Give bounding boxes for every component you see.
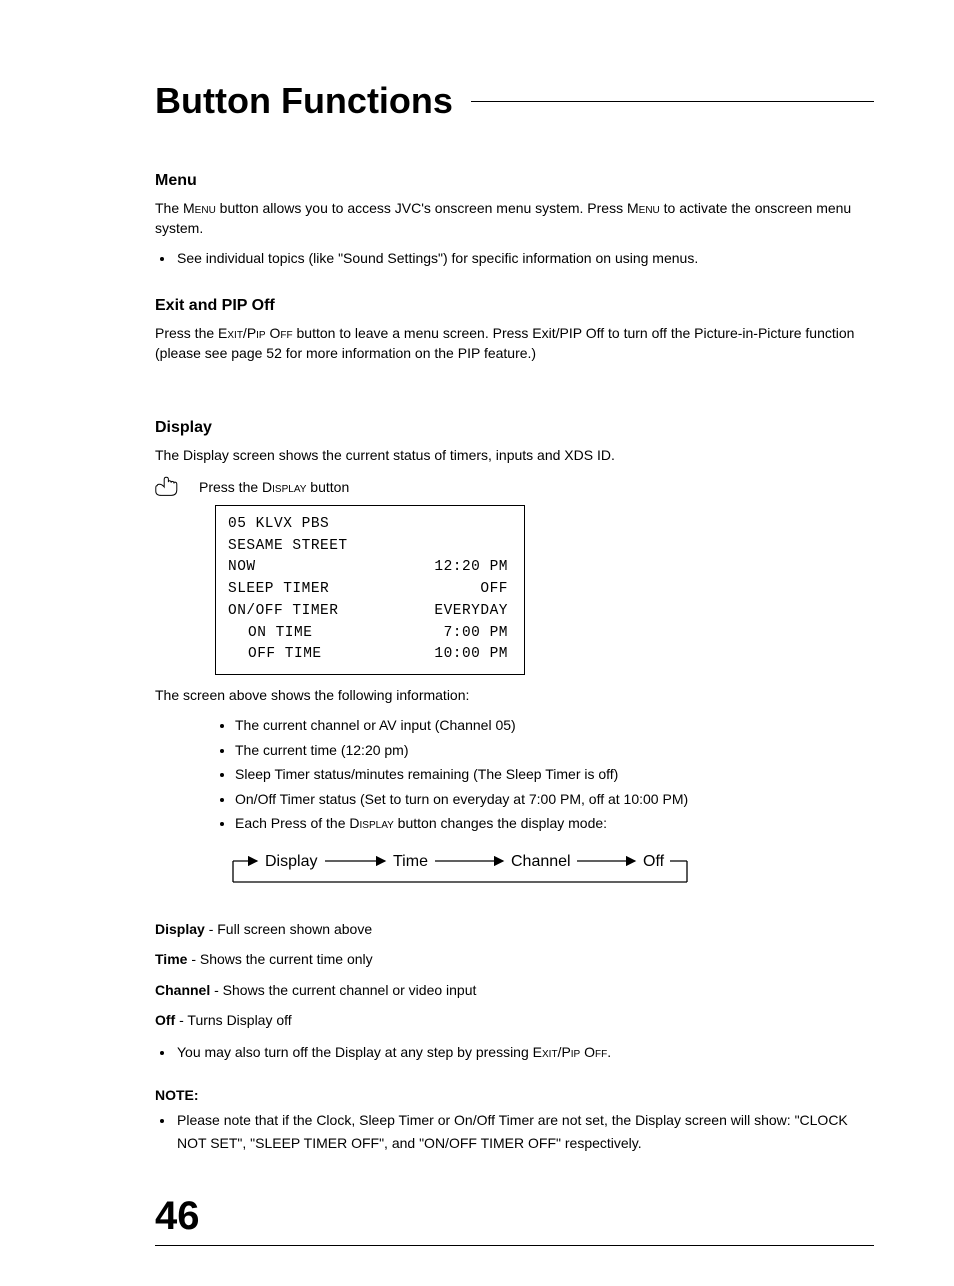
mode-def: Off - Turns Display off bbox=[155, 1008, 874, 1033]
menu-bullets: See individual topics (like "Sound Setti… bbox=[155, 247, 874, 269]
note-bullets: Please note that if the Clock, Sleep Tim… bbox=[155, 1109, 874, 1154]
flow-node: Channel bbox=[511, 853, 571, 870]
list-item: See individual topics (like "Sound Setti… bbox=[175, 247, 874, 269]
text: button allows you to access JVC's onscre… bbox=[216, 200, 627, 216]
display-heading: Display bbox=[155, 419, 874, 437]
page-number: 46 bbox=[155, 1194, 874, 1239]
screen-cell: 7:00 PM bbox=[444, 623, 508, 645]
mode-text: - Shows the current time only bbox=[187, 951, 372, 967]
screen-cell: SLEEP TIMER bbox=[228, 579, 329, 601]
mode-label: Time bbox=[155, 951, 187, 967]
list-item: You may also turn off the Display at any… bbox=[175, 1041, 874, 1063]
screen-cell: ON TIME bbox=[228, 623, 312, 645]
exit-heading: Exit and PIP Off bbox=[155, 297, 874, 315]
list-item: Sleep Timer status/minutes remaining (Th… bbox=[235, 762, 874, 787]
mode-label: Display bbox=[155, 921, 205, 937]
flow-node: Display bbox=[265, 853, 317, 870]
list-item: The current channel or AV input (Channel… bbox=[235, 713, 874, 738]
note-heading: NOTE: bbox=[155, 1087, 874, 1103]
info-list: The current channel or AV input (Channel… bbox=[215, 713, 874, 836]
list-item: Each Press of the Display button changes… bbox=[235, 811, 874, 836]
flow-node: Time bbox=[393, 853, 428, 870]
screen-row: ON TIME 7:00 PM bbox=[228, 623, 508, 645]
smallcaps-exit: Exit/Pip Off bbox=[533, 1044, 608, 1060]
mode-text: - Full screen shown above bbox=[205, 921, 372, 937]
smallcaps-exit: Exit/Pip Off bbox=[218, 325, 293, 341]
screen-row: SLEEP TIMER OFF bbox=[228, 579, 508, 601]
screen-cell: 10:00 PM bbox=[434, 644, 508, 666]
mode-def: Channel - Shows the current channel or v… bbox=[155, 978, 874, 1003]
mode-text: - Turns Display off bbox=[175, 1012, 291, 1028]
mode-definitions: Display - Full screen shown above Time -… bbox=[155, 917, 874, 1033]
screen-cell: OFF bbox=[480, 579, 508, 601]
screen-cell: ON/OFF TIMER bbox=[228, 601, 338, 623]
display-mode-flow: Display Time Channel Off bbox=[215, 846, 874, 897]
list-item: The current time (12:20 pm) bbox=[235, 738, 874, 763]
list-item: Please note that if the Clock, Sleep Tim… bbox=[175, 1109, 874, 1154]
screen-row: SESAME STREET bbox=[228, 536, 508, 558]
screen-row: 05 KLVX PBS bbox=[228, 514, 508, 536]
mode-label: Channel bbox=[155, 982, 210, 998]
mode-label: Off bbox=[155, 1012, 175, 1028]
text: Press the bbox=[199, 479, 262, 495]
display-intro: The Display screen shows the current sta… bbox=[155, 445, 874, 465]
text: You may also turn off the Display at any… bbox=[177, 1044, 533, 1060]
display-screen-box: 05 KLVX PBS SESAME STREET NOW 12:20 PM SL… bbox=[215, 505, 525, 675]
title-row: Button Functions bbox=[155, 80, 874, 122]
page-title: Button Functions bbox=[155, 80, 471, 122]
smallcaps-menu: Menu bbox=[183, 200, 216, 216]
screen-cell: EVERYDAY bbox=[434, 601, 508, 623]
exit-paragraph: Press the Exit/Pip Off button to leave a… bbox=[155, 323, 874, 364]
section-display: Display The Display screen shows the cur… bbox=[155, 419, 874, 1155]
smallcaps-menu: Menu bbox=[627, 200, 660, 216]
menu-paragraph: The Menu button allows you to access JVC… bbox=[155, 198, 874, 239]
text: button bbox=[306, 479, 349, 495]
screen-row: OFF TIME 10:00 PM bbox=[228, 644, 508, 666]
text: button changes the display mode: bbox=[394, 815, 607, 831]
screen-cell: NOW bbox=[228, 557, 256, 579]
title-rule bbox=[471, 101, 874, 102]
turnoff-bullets: You may also turn off the Display at any… bbox=[155, 1041, 874, 1063]
mode-text: - Shows the current channel or video inp… bbox=[210, 982, 476, 998]
smallcaps-display: Display bbox=[349, 815, 393, 831]
screen-above-intro: The screen above shows the following inf… bbox=[155, 685, 874, 705]
mode-def: Display - Full screen shown above bbox=[155, 917, 874, 942]
text: Press the bbox=[155, 325, 218, 341]
manual-page: Button Functions Menu The Menu button al… bbox=[0, 0, 954, 1286]
section-exit: Exit and PIP Off Press the Exit/Pip Off … bbox=[155, 297, 874, 364]
screen-cell: SESAME STREET bbox=[228, 536, 348, 558]
text: . bbox=[607, 1044, 611, 1060]
text: The bbox=[155, 200, 183, 216]
screen-row: ON/OFF TIMER EVERYDAY bbox=[228, 601, 508, 623]
press-text: Press the Display button bbox=[199, 477, 349, 497]
press-row: Press the Display button bbox=[155, 475, 874, 499]
list-item: On/Off Timer status (Set to turn on ever… bbox=[235, 787, 874, 812]
text: Each Press of the bbox=[235, 815, 349, 831]
menu-heading: Menu bbox=[155, 172, 874, 190]
screen-cell: 12:20 PM bbox=[434, 557, 508, 579]
screen-cell: 05 KLVX PBS bbox=[228, 514, 329, 536]
section-menu: Menu The Menu button allows you to acces… bbox=[155, 172, 874, 269]
screen-cell: OFF TIME bbox=[228, 644, 322, 666]
press-hand-icon bbox=[153, 475, 181, 499]
screen-row: NOW 12:20 PM bbox=[228, 557, 508, 579]
smallcaps-display: Display bbox=[262, 479, 306, 495]
mode-def: Time - Shows the current time only bbox=[155, 947, 874, 972]
bottom-rule bbox=[155, 1245, 874, 1246]
flow-node: Off bbox=[643, 853, 665, 870]
